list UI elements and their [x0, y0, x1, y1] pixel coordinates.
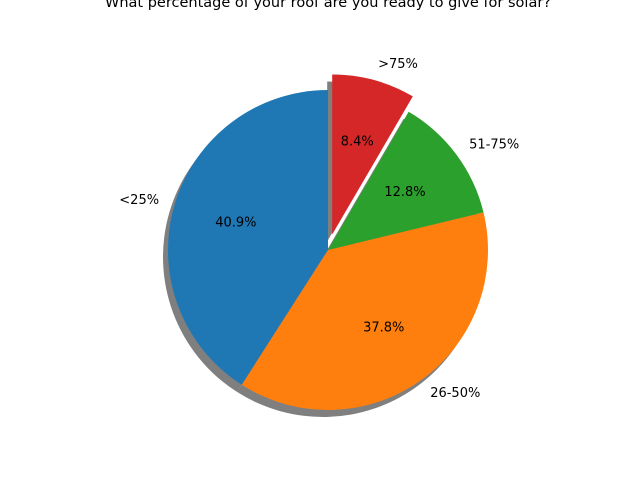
slice-label-over-75pct: >75% — [378, 57, 418, 72]
slice-percent-26-50pct: 37.8% — [363, 321, 404, 336]
slice-percent-over-75pct: 8.4% — [341, 134, 374, 149]
slice-percent-51-75pct: 12.8% — [384, 185, 425, 200]
slice-label-26-50pct: 26-50% — [430, 386, 480, 401]
pie-slice-26-50pct — [241, 212, 488, 410]
pie-slice-under-25pct — [168, 90, 328, 385]
pie-slice-51-75pct — [328, 111, 484, 250]
pie-labels: <25% 40.9% 26-50% 37.8% 51-75% 12.8% >75% 8.4% — [119, 57, 519, 401]
slice-label-under-25pct: <25% — [119, 193, 159, 208]
chart-title: What percentage of your roof are you rea… — [105, 0, 551, 11]
pie-slices — [168, 74, 488, 410]
pie-slice-over-75pct — [332, 74, 413, 235]
slice-percent-under-25pct: 40.9% — [215, 216, 256, 231]
slice-label-51-75pct: 51-75% — [469, 137, 519, 152]
